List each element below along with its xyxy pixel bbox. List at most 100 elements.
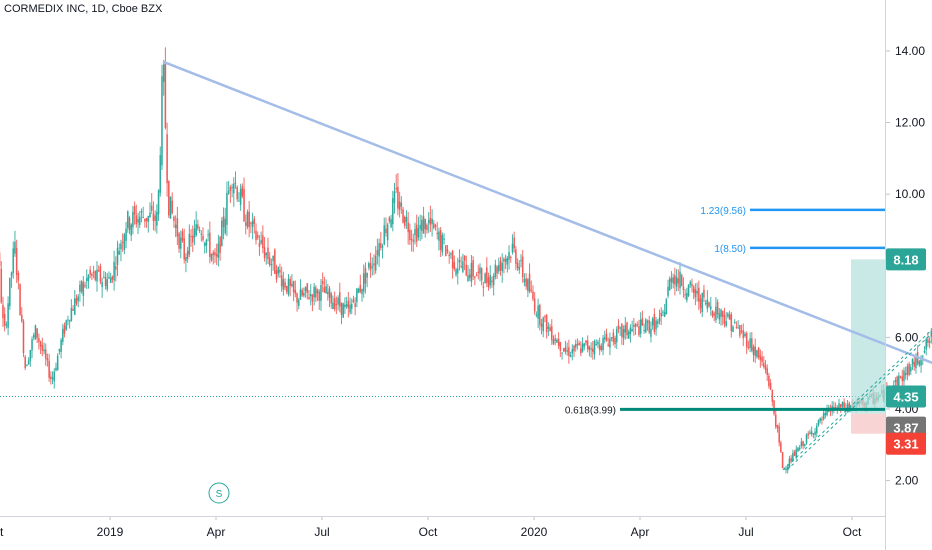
candle-body xyxy=(200,233,203,235)
candle-body xyxy=(335,303,338,305)
candle-body xyxy=(92,271,95,273)
candle-body xyxy=(475,275,478,277)
candle-body xyxy=(898,375,900,386)
candle-body xyxy=(610,337,613,339)
candle-body xyxy=(590,348,592,350)
candle-body xyxy=(559,342,562,351)
candle-body xyxy=(662,311,664,313)
candle-body xyxy=(173,216,175,222)
stop-zone xyxy=(851,413,885,434)
candle-body xyxy=(456,268,459,274)
candle-body xyxy=(537,305,539,319)
candle-body xyxy=(198,229,201,231)
candle-body xyxy=(268,257,271,265)
candle-body xyxy=(32,335,35,338)
candle-body xyxy=(361,288,363,295)
candle-body xyxy=(894,380,897,383)
candle-body xyxy=(115,266,117,270)
candle-body xyxy=(609,338,611,348)
candle-body xyxy=(798,447,801,450)
candle-body xyxy=(463,255,466,261)
candle-body xyxy=(340,302,343,315)
candle-body xyxy=(441,234,444,253)
candle-body xyxy=(826,408,828,416)
candle-body xyxy=(744,333,746,337)
candle-body xyxy=(327,291,329,295)
candle-body xyxy=(60,339,62,352)
candle-body xyxy=(528,273,531,292)
candle-body xyxy=(238,200,240,202)
candle-body xyxy=(362,273,365,292)
candle-body xyxy=(901,376,904,381)
candle-body xyxy=(296,293,298,303)
fib-level-label: 1.23(9.56) xyxy=(700,206,746,217)
candle-body xyxy=(663,312,666,317)
candle-body xyxy=(85,278,88,282)
candle-body xyxy=(627,331,630,339)
candle-body xyxy=(320,285,322,301)
candle-body xyxy=(39,341,42,347)
candle-body xyxy=(904,373,907,376)
candle-body xyxy=(349,304,351,313)
candle-body xyxy=(284,282,286,288)
time-axis[interactable]: ct 2019 Apr Jul Oct 2020 Apr Jul Oct xyxy=(0,516,862,539)
candle-body xyxy=(910,367,912,372)
candle-body xyxy=(130,224,132,236)
candle-body xyxy=(232,183,235,194)
candle-body xyxy=(733,321,736,323)
candle-body xyxy=(376,250,379,256)
candle-body xyxy=(386,224,389,241)
candle-body xyxy=(903,370,905,382)
candle-body xyxy=(603,337,606,340)
candle-body xyxy=(848,403,851,408)
candle-body xyxy=(899,376,902,378)
candle-body xyxy=(516,262,519,268)
candle-body xyxy=(520,260,522,262)
candle-body xyxy=(231,186,233,188)
candle-body xyxy=(243,188,245,222)
candle-body xyxy=(397,186,399,209)
candle-body xyxy=(193,228,196,238)
candle-body xyxy=(374,255,377,271)
candle-body xyxy=(27,360,30,365)
candle-body xyxy=(164,61,167,128)
candle-body xyxy=(556,340,558,343)
candle-body xyxy=(137,219,139,223)
candle-body xyxy=(255,230,257,241)
candle-body xyxy=(260,240,262,244)
candle-body xyxy=(304,287,307,292)
candle-body xyxy=(740,330,743,332)
candle-body xyxy=(203,243,206,246)
candle-body xyxy=(388,217,391,222)
candle-body xyxy=(689,281,692,285)
candle-body xyxy=(465,264,468,276)
candle-body xyxy=(22,321,25,354)
price-labels-layer: 8.18 4.35 3.873.31 xyxy=(886,248,926,455)
candle-body xyxy=(651,318,654,326)
candle-body xyxy=(212,252,215,256)
candle-body xyxy=(347,300,350,309)
candle-body xyxy=(617,325,620,330)
candle-body xyxy=(97,270,100,272)
candle-body xyxy=(333,298,336,310)
candle-body xyxy=(398,201,401,210)
candle-body xyxy=(325,286,327,294)
candle-body xyxy=(70,307,73,321)
candle-body xyxy=(621,323,623,337)
candle-body xyxy=(332,302,334,309)
candle-body xyxy=(927,339,929,343)
candle-body xyxy=(14,241,16,254)
x-tick-label: ct xyxy=(0,525,4,539)
candle-body xyxy=(795,449,798,458)
candle-body xyxy=(195,224,197,236)
candle-body xyxy=(439,230,442,250)
candle-body xyxy=(444,245,447,256)
candle-body xyxy=(181,231,184,241)
candle-body xyxy=(706,299,709,309)
candle-body xyxy=(472,260,474,277)
candle-body xyxy=(508,251,510,260)
candle-body xyxy=(814,431,816,435)
drawings-layer: 1.23(9.56) 1(8.50) 0.618(3.99) S xyxy=(0,60,932,504)
candle-body xyxy=(675,277,678,287)
